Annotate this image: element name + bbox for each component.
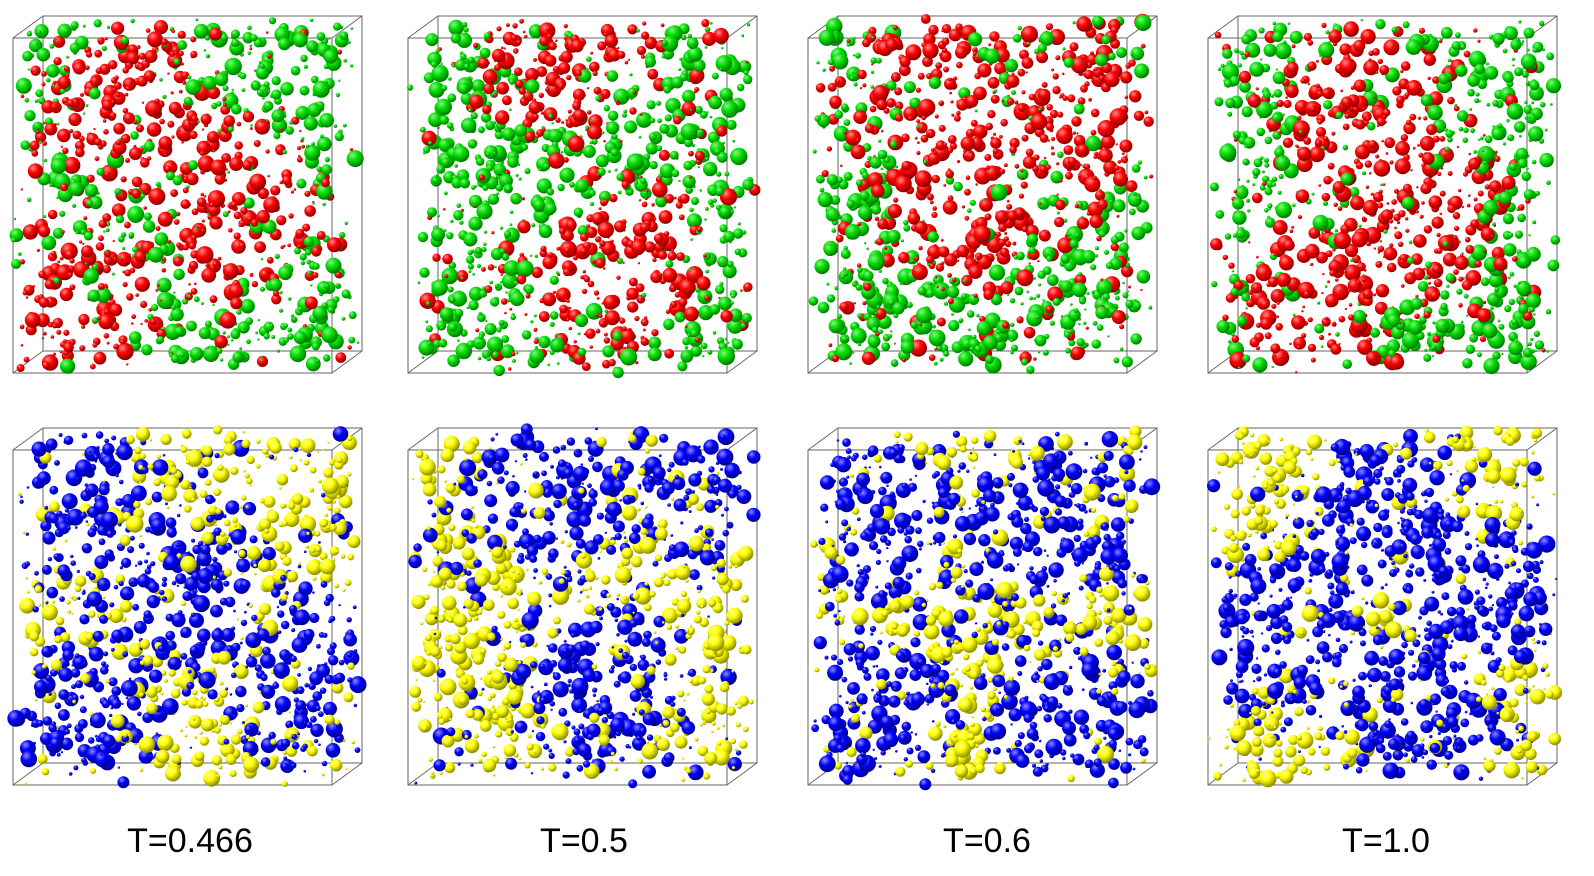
- panel-top-3: [800, 8, 1165, 383]
- particle-box-image: [807, 425, 1161, 791]
- particle-box-image: [9, 15, 364, 374]
- particle-box-image: [407, 423, 761, 789]
- caption-temperature-3: T=0.6: [943, 822, 1031, 860]
- particle-box-image: [1207, 15, 1562, 375]
- panel-top-2: [400, 8, 765, 383]
- particle-box-image: [1207, 425, 1563, 788]
- panel-bottom-1: [5, 420, 370, 795]
- panel-top-4: [1200, 8, 1565, 383]
- panel-bottom-2: [400, 420, 765, 795]
- panel-bottom-3: [800, 420, 1165, 795]
- panel-top-1: [5, 8, 370, 383]
- panel-bottom-4: [1200, 420, 1565, 795]
- particle-box-image: [7, 425, 367, 789]
- particle-box-image: [407, 15, 761, 379]
- caption-temperature-2: T=0.5: [540, 822, 628, 860]
- caption-temperature-4: T=1.0: [1342, 822, 1430, 860]
- caption-temperature-1: T=0.466: [127, 822, 253, 860]
- particle-box-image: [807, 13, 1158, 375]
